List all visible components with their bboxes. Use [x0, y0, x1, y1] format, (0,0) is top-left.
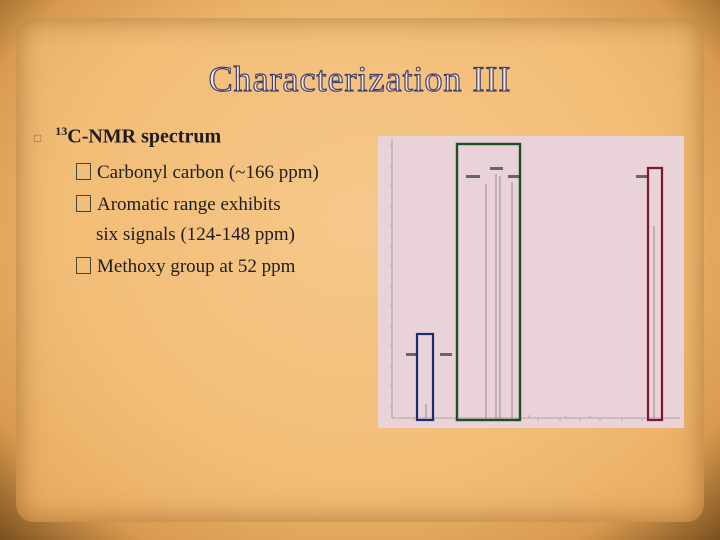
slide-title: Characterization III: [208, 58, 512, 99]
checkbox-bullet-icon: [76, 257, 91, 274]
sub-bullet-text: Methoxy group at 52 ppm: [97, 256, 296, 277]
checkbox-bullet-icon: [76, 163, 91, 180]
nmr-spectrum-svg: [390, 140, 680, 422]
sub-bullet-text: Carbonyl carbon (~166 ppm): [97, 162, 319, 183]
sub-bullet-continuation: six signals (124-148 ppm): [96, 224, 295, 245]
isotope-superscript: 13: [55, 124, 68, 138]
sub-bullet-methoxy: Methoxy group at 52 ppm: [76, 256, 295, 278]
aromatic-highlight-box: [455, 142, 522, 422]
nmr-spectrum-image: [378, 136, 684, 428]
sub-bullet-aromatic: Aromatic range exhibits: [76, 194, 281, 216]
main-bullet: □ 13C-NMR spectrum: [34, 124, 221, 149]
main-bullet-text: C-NMR spectrum: [67, 125, 222, 148]
x-axis-ticks: [413, 418, 663, 421]
bullet-icon: □: [34, 130, 42, 145]
sub-bullet-text: Aromatic range exhibits: [97, 194, 281, 215]
methoxy-highlight-box: [415, 332, 435, 422]
peak-labels: [406, 167, 648, 356]
sub-bullet-carbonyl: Carbonyl carbon (~166 ppm): [76, 162, 319, 184]
y-axis-ticks: [390, 145, 392, 407]
checkbox-bullet-icon: [76, 195, 91, 212]
spectrum-peaks: [425, 174, 655, 418]
carbonyl-highlight-box: [646, 166, 664, 422]
